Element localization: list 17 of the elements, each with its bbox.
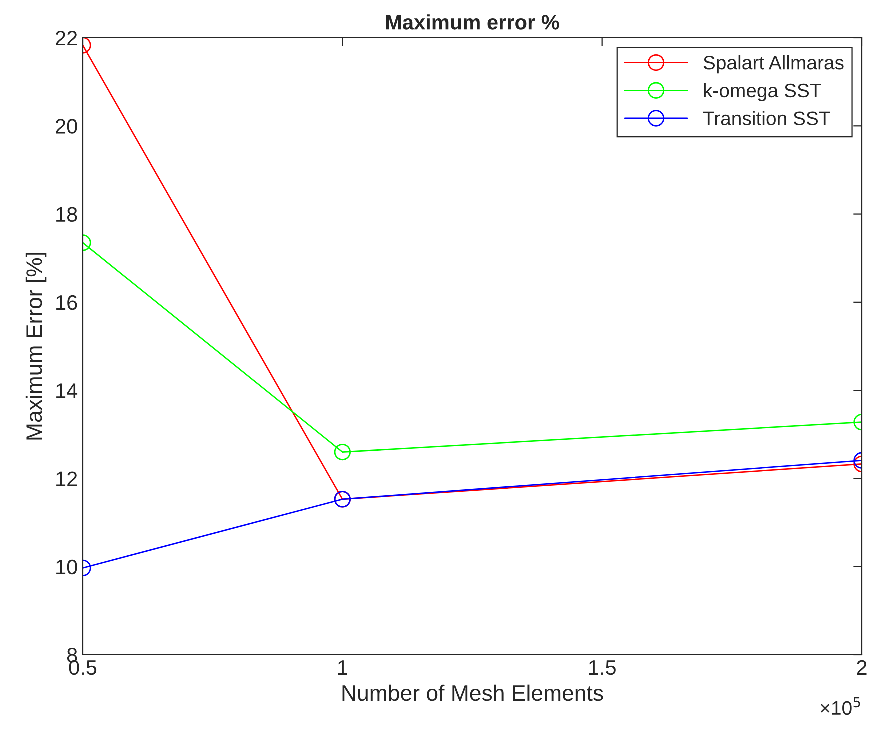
y-tick-label: 16	[56, 295, 78, 310]
y-tick-label: 18	[56, 207, 78, 222]
x-tick-label: 2	[857, 660, 867, 675]
y-tick-label: 10	[56, 560, 78, 575]
x-tick-label: 1.5	[589, 660, 616, 676]
x-tick-label: 1	[338, 660, 348, 675]
y-tick-label: 22	[56, 31, 78, 46]
x-axis-title: Number of Mesh Elements	[342, 684, 604, 702]
y-tick-label: 14	[56, 384, 78, 398]
y-tick-label: 12	[56, 472, 78, 486]
legend-label: Spalart Allmaras	[704, 56, 844, 74]
legend-label: k-omega SST	[704, 83, 822, 102]
y-tick-label: 20	[56, 119, 78, 134]
chart-title: Maximum error %	[386, 14, 560, 30]
legend-label: Transition SST	[703, 111, 830, 126]
text: ×10$^{5}$	[820, 698, 860, 716]
y-axis-title: Maximum Error [%]	[26, 253, 47, 440]
